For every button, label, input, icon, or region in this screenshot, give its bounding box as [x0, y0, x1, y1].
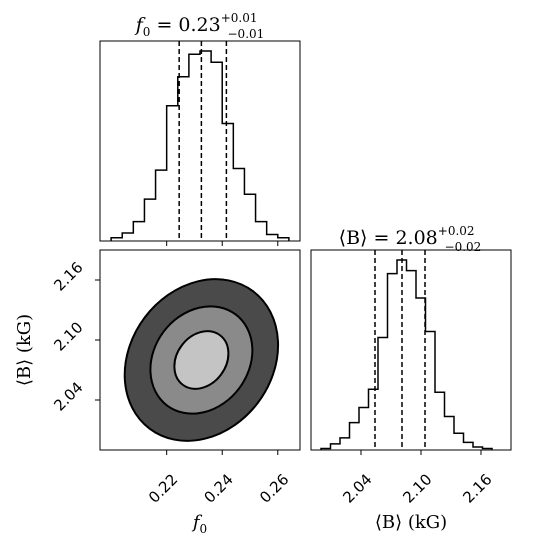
- b-x-tick-label: 2.04: [339, 470, 375, 506]
- f0-histogram-frame: [99, 40, 301, 242]
- f0-quantile-lines: [178, 41, 228, 241]
- b-histogram-panel: ⟨B⟩ = 2.08+0.02 −0.02 2.04 2.10 2.16 ⟨B⟩ (k…: [310, 224, 512, 533]
- b-x-tick-label: 2.10: [399, 470, 435, 506]
- b-quantile-lines: [374, 250, 426, 450]
- b-y-tick-label: 2.10: [50, 318, 86, 354]
- f0-x-tick-label: 0.22: [145, 470, 181, 506]
- b-y-tick-label: 2.04: [50, 378, 86, 414]
- b-x-tick-label: 2.16: [459, 470, 495, 506]
- b-histogram-ticks: [360, 450, 482, 455]
- f0-histogram-panel: f0 = 0.23+0.01 −0.01: [99, 11, 301, 246]
- contour-ticks: [95, 279, 279, 455]
- contour-levels: [123, 278, 280, 442]
- b-y-tick-labels: 2.04 2.10 2.16: [50, 258, 86, 414]
- b-histogram-steps: [320, 259, 493, 450]
- f0-histogram-steps: [110, 50, 290, 241]
- f0-title: f0 = 0.23+0.01 −0.01: [134, 11, 265, 41]
- b-tick-labels: 2.04 2.10 2.16: [339, 470, 495, 506]
- f0-axis-label: f0: [191, 512, 207, 536]
- f0-tick-labels: 0.22 0.24 0.26: [145, 470, 292, 506]
- f0-x-tick-label: 0.24: [201, 470, 237, 506]
- b-y-axis-label: ⟨B⟩ (kG): [14, 314, 35, 386]
- b-histogram-frame: [310, 249, 512, 451]
- contour-level-1: [173, 330, 230, 390]
- f0-x-tick-label: 0.26: [256, 470, 292, 506]
- contour-frame: [99, 249, 301, 451]
- b-y-tick-label: 2.16: [50, 258, 86, 294]
- contour-panel: 0.22 0.24 0.26 2.04 2.10 2.16 f0 ⟨B⟩ (kG): [14, 249, 301, 536]
- f0-histogram-ticks: [166, 241, 279, 246]
- b-axis-label: ⟨B⟩ (kG): [375, 512, 447, 533]
